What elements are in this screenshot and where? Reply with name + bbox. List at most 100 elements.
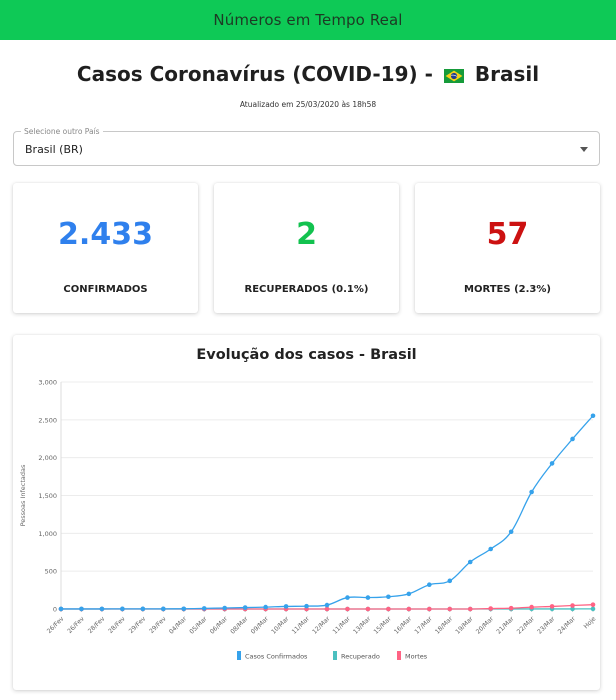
data-point <box>283 604 289 609</box>
x-tick-label: 17/Mar <box>413 615 434 636</box>
data-point <box>508 605 514 611</box>
x-tick-label: 22/Mar <box>516 615 537 636</box>
x-tick-label: 08/Mar <box>229 615 250 636</box>
legend-swatch <box>237 651 241 660</box>
data-point <box>406 606 412 612</box>
data-point <box>304 603 309 609</box>
y-tick-label: 0 <box>53 606 57 614</box>
legend-swatch <box>333 651 337 660</box>
x-tick-label: 04/Mar <box>168 615 189 636</box>
data-point <box>447 578 453 584</box>
data-point <box>508 529 514 535</box>
x-tick-label: 10/Mar <box>270 615 291 636</box>
data-point <box>570 436 575 442</box>
y-tick-label: 2,000 <box>38 454 57 462</box>
brazil-flag-icon <box>443 64 464 88</box>
data-point <box>488 546 493 552</box>
x-tick-label: 19/Mar <box>454 615 475 636</box>
x-tick-label: 18/Mar <box>434 615 455 636</box>
legend-swatch <box>397 651 401 660</box>
x-tick-label: 05/Mar <box>188 615 209 636</box>
x-tick-label: 06/Mar <box>209 615 230 636</box>
x-tick-label: 16/Mar <box>393 615 414 636</box>
data-point <box>345 595 350 600</box>
legend-label: Recuperado <box>341 653 380 661</box>
recovered-card: 2 RECUPERADOS (0.1%) <box>214 183 399 313</box>
data-point <box>549 461 555 466</box>
country-select-value: Brasil (BR) <box>25 143 83 156</box>
legend-label: Casos Confirmados <box>245 653 308 661</box>
y-tick-label: 3,000 <box>38 379 57 387</box>
data-point <box>201 606 207 611</box>
data-point <box>324 606 330 612</box>
y-tick-label: 1,500 <box>38 492 57 500</box>
deaths-count: 57 <box>486 217 529 252</box>
country-select[interactable]: Selecione outro País Brasil (BR) <box>13 127 600 166</box>
data-point <box>386 594 391 600</box>
data-point <box>427 606 432 612</box>
chart-title: Evolução dos casos - Brasil <box>196 347 417 363</box>
legend-label: Mortes <box>405 653 428 661</box>
x-tick-label: 12/Mar <box>311 615 332 636</box>
x-tick-label: 15/Mar <box>373 615 394 636</box>
data-point <box>120 606 125 612</box>
confirmed-label: CONFIRMADOS <box>63 284 148 295</box>
x-tick-label: 11/Mar <box>291 615 312 636</box>
x-tick-label: 13/Mar <box>352 615 373 636</box>
x-tick-label: Hoje <box>583 615 598 630</box>
y-tick-label: 500 <box>45 568 57 576</box>
data-point <box>488 606 493 611</box>
chart-card: Evolução dos casos - Brasil 0 500 1,000 1,5… <box>13 335 600 690</box>
data-point <box>263 604 268 610</box>
data-point <box>590 602 596 607</box>
x-tick-label: 23/Mar <box>536 615 557 636</box>
page-title-text: Casos Coronavírus (COVID-19) - <box>76 62 433 86</box>
x-tick-label: 21/Mar <box>495 615 516 636</box>
data-point <box>427 582 432 588</box>
x-tick-label: 26/Fev <box>46 615 66 635</box>
top-bar-title: Números em Tempo Real <box>213 11 403 29</box>
data-point <box>181 606 187 612</box>
chevron-down-icon[interactable] <box>580 147 588 152</box>
x-tick-label: 28/Fev <box>87 615 107 635</box>
country-select-label: Selecione outro País <box>21 127 103 136</box>
data-point <box>570 603 575 608</box>
data-point <box>365 595 371 600</box>
data-point <box>242 605 248 610</box>
x-tick-label: 28/Fev <box>107 615 127 635</box>
page-title: Casos Coronavírus (COVID-19) - Brasil <box>0 62 616 88</box>
top-bar: Números em Tempo Real <box>0 0 616 40</box>
confirmed-count: 2.433 <box>58 217 153 252</box>
data-point <box>79 606 84 612</box>
data-point <box>590 606 596 612</box>
series-line <box>61 415 594 610</box>
recovered-count: 2 <box>296 217 317 252</box>
x-tick-label: 11/Mar <box>332 615 353 636</box>
updated-timestamp: Atualizado em 25/03/2020 às 18h58 <box>239 100 377 109</box>
data-point <box>324 602 330 608</box>
data-point <box>222 605 227 611</box>
x-tick-label: 24/Mar <box>557 615 578 636</box>
data-point <box>467 559 473 565</box>
data-point <box>345 606 350 612</box>
x-tick-label: 20/Mar <box>475 615 496 636</box>
data-point <box>99 606 105 612</box>
data-point <box>529 604 534 610</box>
x-tick-label: 29/Fev <box>148 615 168 635</box>
deaths-card: 57 MORTES (2.3%) <box>415 183 600 313</box>
confirmed-card: 2.433 CONFIRMADOS <box>13 183 198 313</box>
data-point <box>590 413 596 419</box>
data-point <box>140 606 146 612</box>
data-point <box>529 489 534 495</box>
evolution-chart: 0 500 1,000 1,500 2,000 2,500 3,000 Pessoas Inf… <box>19 379 598 661</box>
data-point <box>406 591 412 597</box>
y-tick-label: 1,000 <box>38 530 57 538</box>
x-tick-label: 29/Fev <box>128 615 148 635</box>
data-point <box>467 606 473 612</box>
deaths-label: MORTES (2.3%) <box>464 284 551 295</box>
x-tick-label: 09/Mar <box>250 615 271 636</box>
y-tick-label: 2,500 <box>38 416 57 424</box>
data-point <box>549 604 555 609</box>
recovered-label: RECUPERADOS (0.1%) <box>244 284 369 295</box>
data-point <box>447 606 453 612</box>
